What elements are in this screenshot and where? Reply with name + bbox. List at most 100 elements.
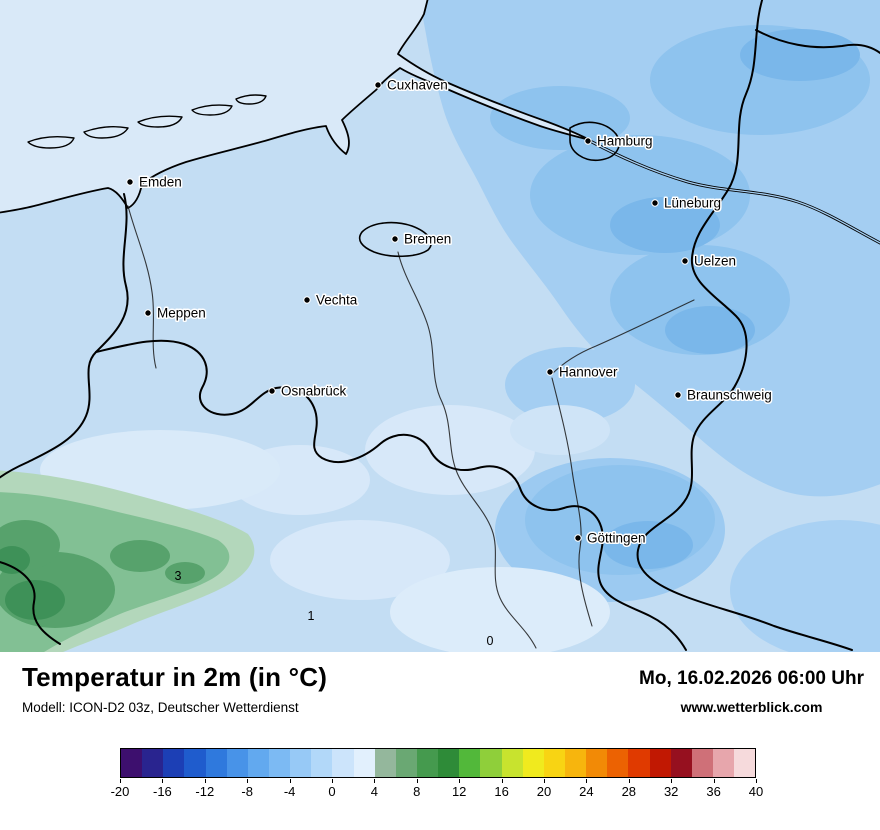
- legend-color-cell: [501, 749, 523, 777]
- legend-tick-label: 16: [494, 784, 509, 799]
- legend-tick-label: 32: [663, 784, 679, 799]
- legend-color-cell: [416, 749, 439, 777]
- border-northeast: [755, 29, 880, 55]
- legend-tick-label: 28: [621, 784, 637, 799]
- legend-color-cell: [184, 749, 206, 777]
- legend-bar: [120, 748, 756, 778]
- city-marker: Emden: [126, 173, 183, 191]
- footer-left: Temperatur in 2m (in °C) Modell: ICON-D2…: [22, 662, 327, 715]
- website-label: www.wetterblick.com: [680, 699, 823, 715]
- legend-tick-label: 8: [413, 784, 421, 799]
- city-dot: [574, 534, 582, 542]
- legend-color-cell: [374, 749, 396, 777]
- city-dot: [546, 368, 554, 376]
- legend-color-cell: [332, 749, 354, 777]
- temp-value-label: 3: [175, 569, 182, 583]
- legend-color-cell: [395, 749, 417, 777]
- legend-color-cell: [205, 749, 227, 777]
- city-dot: [681, 257, 689, 265]
- legend-color-cell: [226, 749, 248, 777]
- legend-tick-mark: [459, 779, 461, 783]
- legend-color-cell: [142, 749, 164, 777]
- legend-color-cell: [564, 749, 587, 777]
- temp-value-label: 0: [487, 634, 494, 648]
- temperature-legend: -20 -16 -12 -8 -4 0 4 8 12 16 20 24 28 32 36 40: [111, 748, 763, 803]
- legend-color-cell: [712, 749, 735, 777]
- hamburg-border: [569, 121, 620, 162]
- legend-tick-label: 24: [579, 784, 594, 799]
- legend-color-cell: [628, 749, 650, 777]
- border-southwest: [0, 561, 61, 645]
- datetime-label: Mo, 16.02.2026 06:00 Uhr: [639, 668, 864, 689]
- city-label: Vechta: [316, 293, 358, 308]
- footer: Temperatur in 2m (in °C) Modell: ICON-D2…: [0, 652, 880, 830]
- legend-tick-mark: [713, 779, 715, 783]
- islands: [27, 94, 267, 149]
- legend-color-cell: [607, 749, 629, 777]
- legend-color-cell: [459, 749, 481, 777]
- legend-color-cell: [734, 749, 756, 777]
- legend-tick-mark: [501, 779, 503, 783]
- border-south: [95, 339, 687, 651]
- legend-color-cell: [268, 749, 291, 777]
- legend-color-cell: [670, 749, 692, 777]
- legend-tick-mark: [247, 779, 249, 783]
- city-dot: [651, 199, 659, 207]
- legend-color-cell: [247, 749, 269, 777]
- legend-color-cell: [121, 749, 143, 777]
- city-label: Emden: [139, 175, 182, 190]
- border-east: [636, 0, 853, 651]
- legend-color-cell: [438, 749, 460, 777]
- legend-tick-mark: [120, 779, 121, 783]
- page-title: Temperatur in 2m (in °C): [22, 662, 328, 692]
- city-dot: [144, 309, 152, 317]
- legend-tick-mark: [544, 779, 545, 783]
- city-label: Hamburg: [597, 134, 653, 149]
- city-label: Bremen: [404, 232, 451, 247]
- border-west: [0, 193, 129, 479]
- legend-color-cell: [353, 749, 375, 777]
- legend-color-cell: [649, 749, 671, 777]
- legend-tick-label: 20: [536, 784, 552, 799]
- legend-color-cell: [480, 749, 502, 777]
- legend-color-cell: [311, 749, 333, 777]
- legend-color-cell: [290, 749, 312, 777]
- borders: [0, 0, 880, 651]
- legend-ticks: -20 -16 -12 -8 -4 0 4 8 12 16 20 24 28 32 36 40: [111, 779, 763, 803]
- city-marker: Hannover: [546, 363, 620, 381]
- legend-tick-mark: [162, 779, 164, 783]
- city-marker: Braunschweig: [674, 386, 773, 404]
- city-marker: Lüneburg: [651, 194, 723, 212]
- city-dot: [374, 81, 382, 89]
- legend-tick-label: -16: [152, 784, 172, 799]
- city-marker: Hamburg: [584, 132, 654, 150]
- city-dot: [391, 235, 399, 243]
- city-dot: [126, 178, 134, 186]
- footer-right: Mo, 16.02.2026 06:00 Uhr www.wetterblick…: [639, 668, 864, 715]
- legend-tick-mark: [332, 779, 333, 783]
- legend-tick-label: -4: [283, 784, 296, 799]
- city-marker: Vechta: [303, 291, 359, 309]
- legend-tick-mark: [586, 779, 588, 783]
- legend-tick-mark: [416, 779, 418, 783]
- legend-tick-label: -20: [110, 784, 130, 799]
- temperature-field: [0, 0, 880, 652]
- city-dot: [268, 387, 276, 395]
- city-dot: [584, 137, 592, 145]
- city-marker: Meppen: [144, 304, 207, 322]
- city-marker: Uelzen: [681, 252, 738, 270]
- city-label: Göttingen: [587, 531, 646, 546]
- legend-tick-label: 12: [451, 784, 467, 799]
- city-dot: [674, 391, 682, 399]
- city-marker: Cuxhaven: [374, 76, 449, 94]
- model-info: Modell: ICON-D2 03z, Deutscher Wetterdie…: [22, 700, 299, 715]
- city-label: Uelzen: [694, 254, 736, 269]
- legend-tick-mark: [289, 779, 291, 783]
- city-label: Hannover: [559, 365, 618, 380]
- city-dot: [303, 296, 311, 304]
- temp-value-label: 1: [308, 609, 315, 623]
- legend-color-cell: [586, 749, 608, 777]
- map-area: Cuxhaven Hamburg Emden Lüneburg Bremen Uelzen…: [0, 0, 880, 652]
- legend-tick-mark: [671, 779, 673, 783]
